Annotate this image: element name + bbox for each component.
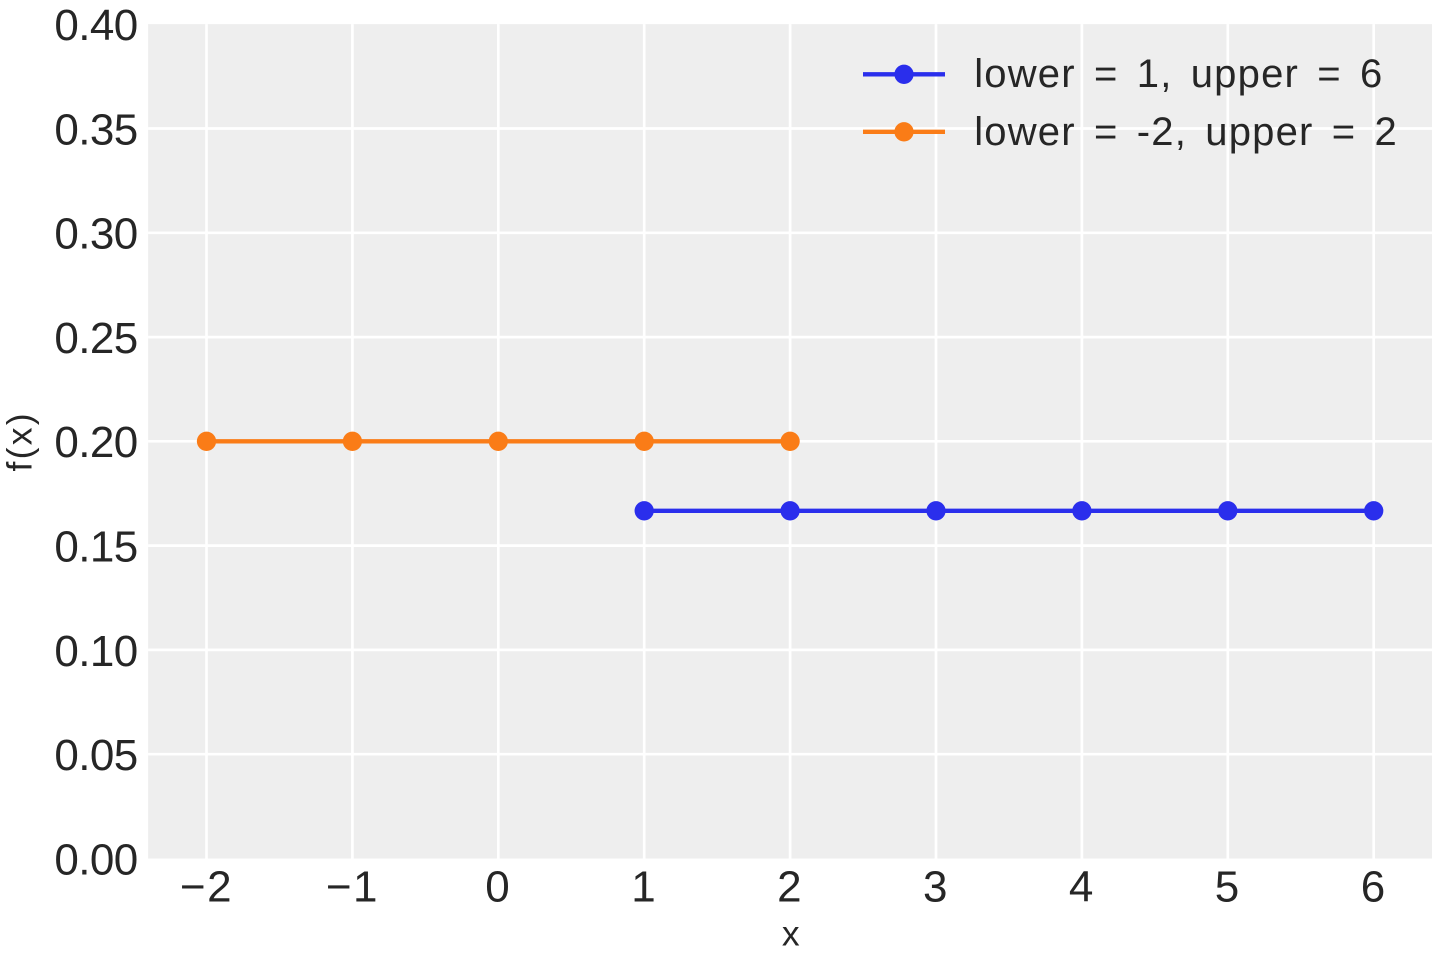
svg-text:0.00: 0.00: [54, 835, 137, 884]
svg-text:0.05: 0.05: [54, 731, 137, 780]
svg-text:4: 4: [1069, 863, 1095, 912]
svg-text:lower = -2, upper = 2: lower = -2, upper = 2: [974, 110, 1398, 154]
svg-text:x: x: [782, 913, 800, 953]
svg-text:0.25: 0.25: [54, 314, 137, 363]
svg-text:3: 3: [923, 863, 949, 912]
svg-text:1: 1: [631, 863, 657, 912]
svg-text:0.20: 0.20: [54, 418, 137, 467]
svg-text:0.10: 0.10: [54, 627, 137, 676]
svg-text:0.30: 0.30: [54, 210, 137, 259]
svg-text:0: 0: [485, 863, 511, 912]
svg-text:2: 2: [777, 863, 803, 912]
svg-text:−2: −2: [180, 863, 233, 912]
svg-text:5: 5: [1215, 863, 1241, 912]
svg-text:0.35: 0.35: [54, 105, 137, 154]
svg-text:0.40: 0.40: [54, 1, 137, 50]
svg-text:6: 6: [1361, 863, 1387, 912]
svg-text:−1: −1: [326, 863, 379, 912]
svg-text:lower = 1, upper = 6: lower = 1, upper = 6: [974, 52, 1383, 96]
svg-text:f(x): f(x): [0, 411, 40, 471]
svg-text:0.15: 0.15: [54, 523, 137, 572]
